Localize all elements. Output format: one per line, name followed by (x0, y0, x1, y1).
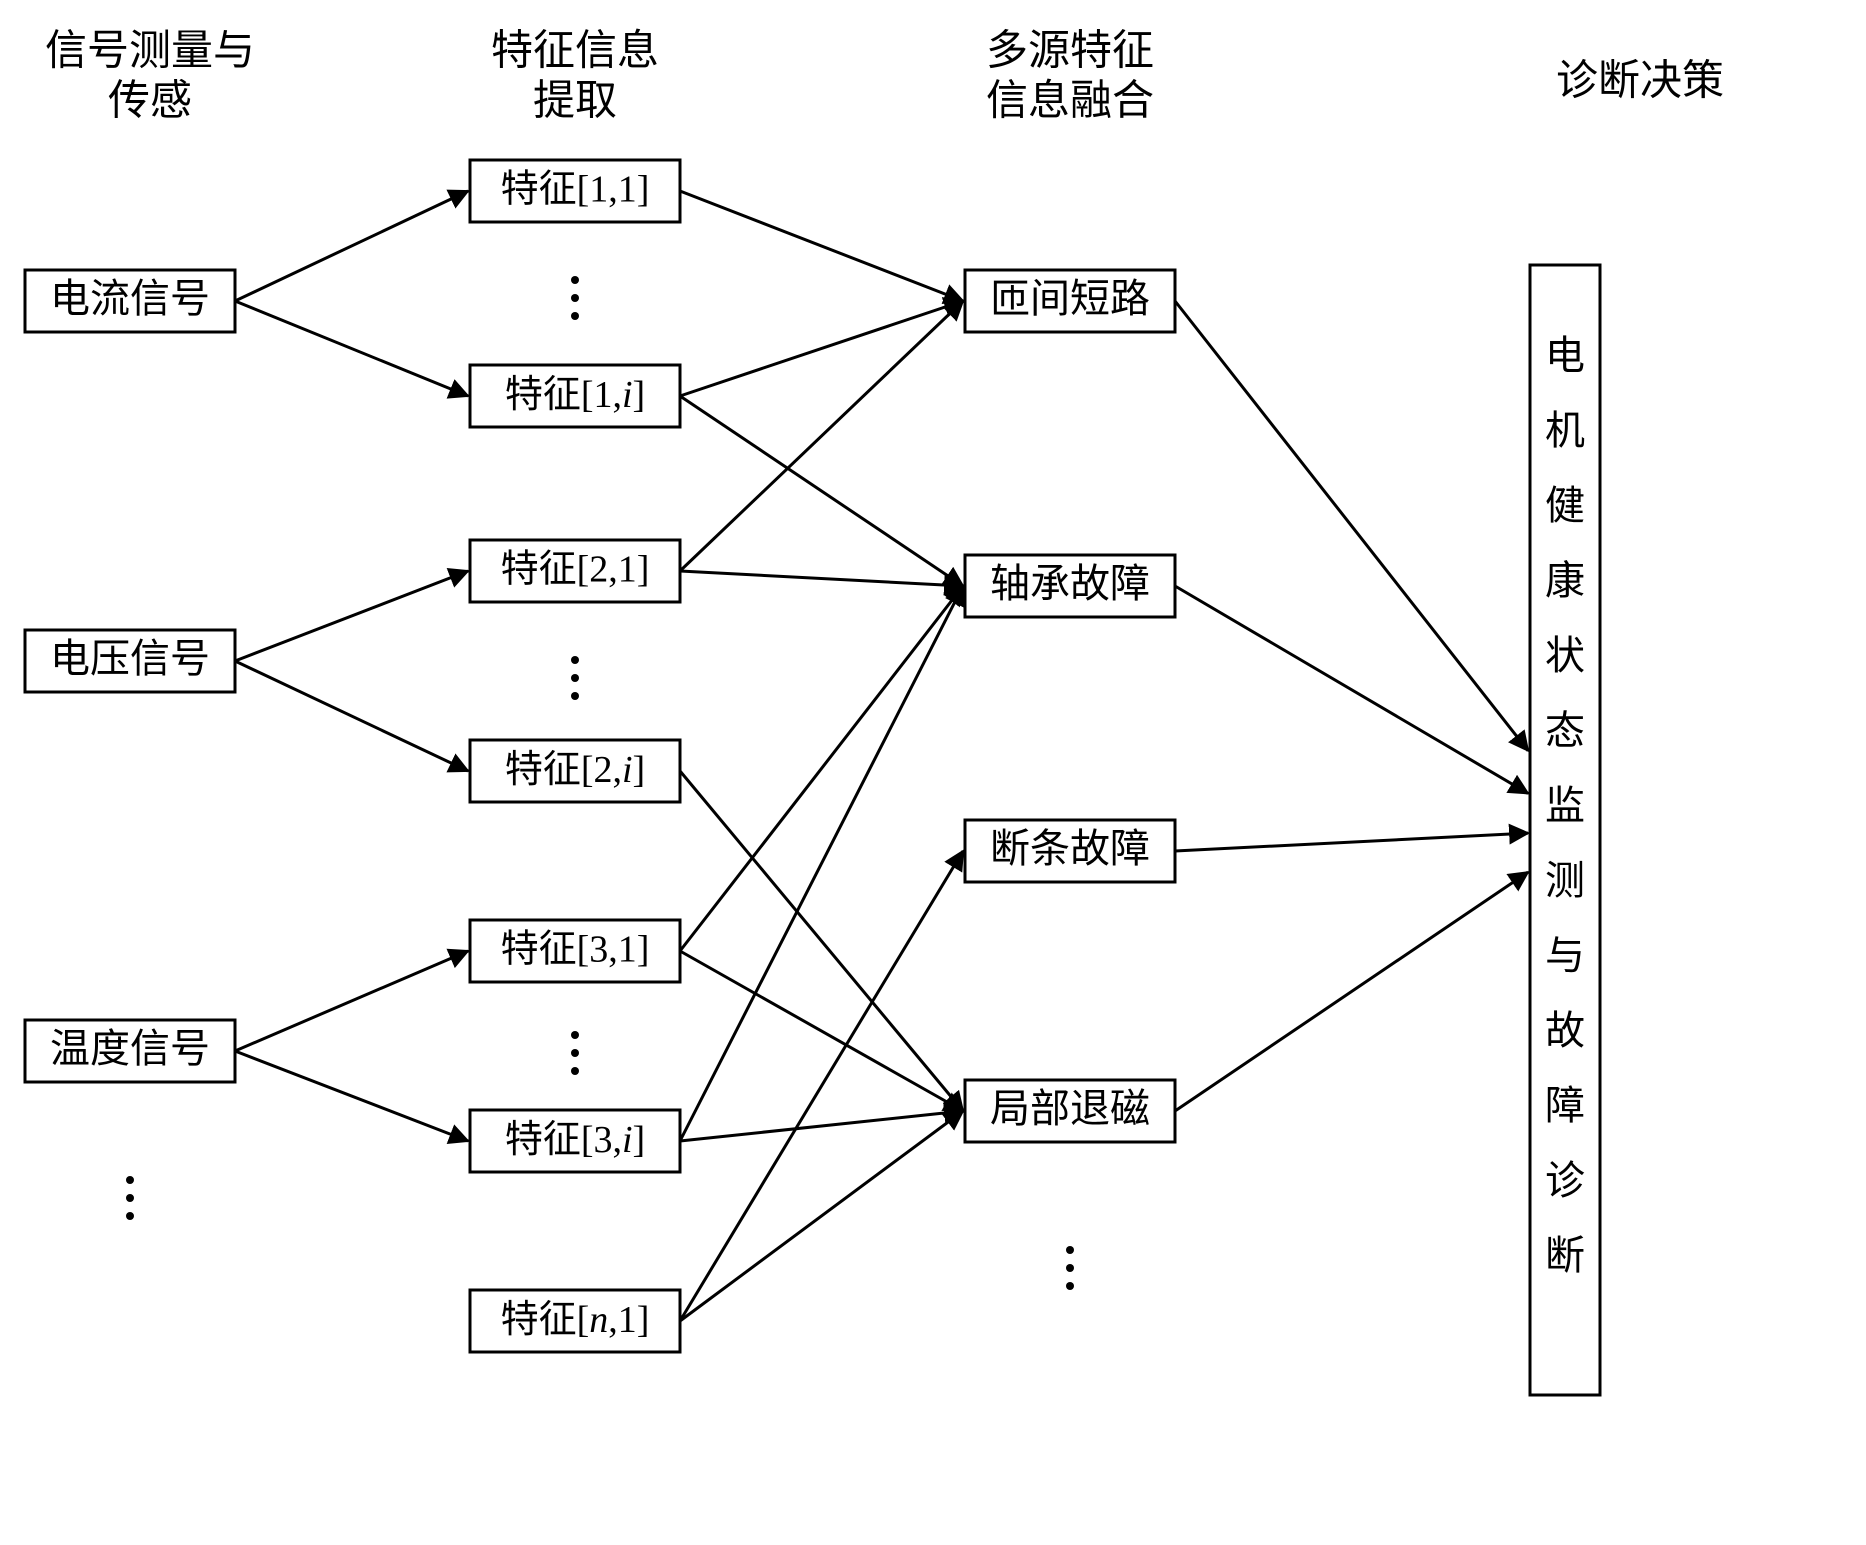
feature-node-6: 特征[n,1] (470, 1290, 680, 1352)
svg-text:电: 电 (1545, 333, 1585, 378)
svg-text:测: 测 (1545, 858, 1585, 903)
svg-text:特征[1,i]: 特征[1,i] (505, 374, 645, 416)
svg-text:特征[3,i]: 特征[3,i] (505, 1119, 645, 1161)
signals-vdots (126, 1176, 134, 1220)
header-col2-line1: 特征信息 (491, 28, 659, 75)
feature-node-2: 特征[2,1] (470, 540, 680, 602)
edge-sig2-f21 (235, 571, 468, 661)
features-vdots-0 (571, 276, 579, 320)
feature-node-1: 特征[1,i] (470, 365, 680, 427)
header-col1-line1: 信号测量与 (45, 29, 255, 75)
header-col1-line2: 传感 (108, 79, 192, 125)
edge-sig1-f11 (235, 191, 468, 301)
svg-text:温度信号: 温度信号 (50, 1026, 210, 1071)
svg-text:健: 健 (1545, 483, 1585, 528)
header-col2-line2: 提取 (533, 79, 617, 125)
feature-node-3: 特征[2,i] (470, 740, 680, 802)
edge-sig2-f2i (235, 661, 468, 771)
svg-text:特征[2,1]: 特征[2,1] (501, 549, 650, 591)
fault-node-1: 轴承故障 (965, 555, 1175, 617)
nodes-layer: 电流信号电压信号温度信号 特征[1,1] 特征[1,i] 特征[2,1] 特征[2,i]… (25, 160, 1600, 1395)
edge-ft1-out (1175, 301, 1528, 751)
edge-f21-ft2 (680, 571, 963, 586)
svg-text:康: 康 (1545, 558, 1585, 603)
signal-node-0: 电流信号 (25, 270, 235, 332)
svg-text:特征[1,1]: 特征[1,1] (501, 169, 650, 211)
svg-text:与: 与 (1545, 933, 1585, 978)
svg-text:故: 故 (1545, 1008, 1585, 1053)
faults-vdots (1066, 1246, 1074, 1290)
feature-node-0: 特征[1,1] (470, 160, 680, 222)
edge-f11-ft1 (680, 191, 963, 301)
fault-node-3: 局部退磁 (965, 1080, 1175, 1142)
edge-f31-ft2 (680, 586, 963, 951)
svg-text:特征[3,1]: 特征[3,1] (501, 929, 650, 971)
output-node: 电机健康状态监测与故障诊断 (1530, 265, 1600, 1395)
feature-node-5: 特征[3,i] (470, 1110, 680, 1172)
signal-node-2: 温度信号 (25, 1020, 235, 1082)
header-col3-line1: 多源特征 (986, 29, 1154, 75)
edge-sig3-f31 (235, 951, 468, 1051)
svg-text:断: 断 (1545, 1233, 1585, 1278)
fault-node-0: 匝间短路 (965, 270, 1175, 332)
svg-text:监: 监 (1545, 783, 1585, 828)
edge-f1i-ft2 (680, 396, 963, 586)
signal-node-1: 电压信号 (25, 630, 235, 692)
svg-text:断条故障: 断条故障 (990, 826, 1150, 871)
svg-text:匝间短路: 匝间短路 (990, 276, 1150, 321)
svg-text:特征[n,1]: 特征[n,1] (501, 1299, 650, 1341)
fault-node-2: 断条故障 (965, 820, 1175, 882)
edge-fn1-ft4 (680, 1111, 963, 1321)
svg-text:障: 障 (1545, 1083, 1585, 1128)
edge-f1i-ft1 (680, 301, 963, 396)
edge-f21-ft1 (680, 301, 963, 571)
edge-f3i-ft4 (680, 1111, 963, 1141)
edge-ft4-out (1175, 872, 1528, 1111)
header-col3-line2: 信息融合 (986, 78, 1154, 125)
feature-node-4: 特征[3,1] (470, 920, 680, 982)
svg-text:轴承故障: 轴承故障 (990, 561, 1150, 606)
edge-sig1-f1i (235, 301, 468, 396)
header-col4: 诊断决策 (1556, 59, 1724, 105)
edge-ft2-out (1175, 586, 1528, 793)
svg-text:局部退磁: 局部退磁 (990, 1086, 1150, 1131)
svg-text:机: 机 (1545, 408, 1585, 453)
edge-sig3-f3i (235, 1051, 468, 1141)
svg-text:诊: 诊 (1545, 1158, 1585, 1203)
svg-text:态: 态 (1545, 708, 1585, 753)
features-vdots-1 (571, 656, 579, 700)
svg-text:电压信号: 电压信号 (50, 636, 210, 681)
svg-text:电流信号: 电流信号 (50, 276, 210, 321)
svg-text:状: 状 (1545, 633, 1585, 678)
edge-ft3-out (1175, 833, 1528, 851)
features-vdots-2 (571, 1031, 579, 1075)
edges-layer (235, 191, 1528, 1321)
svg-text:特征[2,i]: 特征[2,i] (505, 749, 645, 791)
